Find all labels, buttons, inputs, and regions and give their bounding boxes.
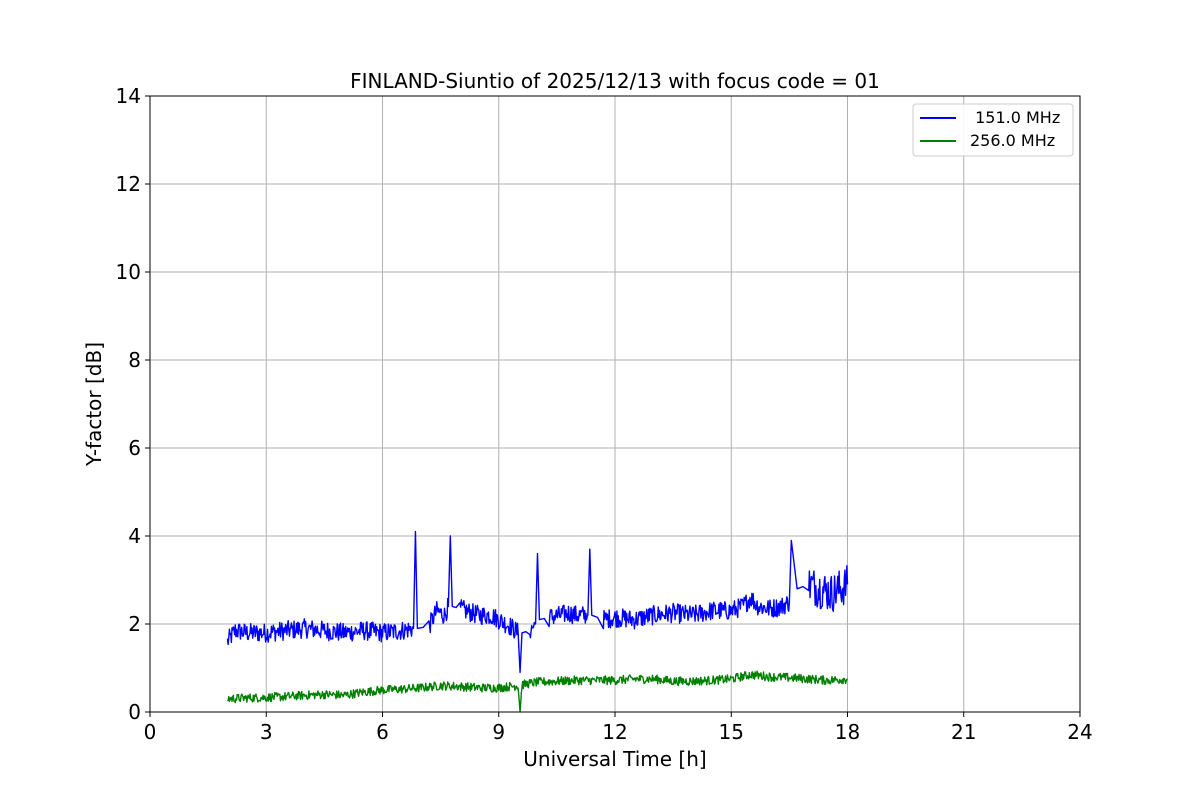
x-tick-label: 24 [1067,720,1092,744]
x-tick-label: 9 [492,720,505,744]
y-tick-label: 2 [128,612,141,636]
legend-label-151: 151.0 MHz [970,108,1060,127]
legend-label-256: 256.0 MHz [970,131,1055,150]
series-line-0 [226,530,849,674]
y-tick-label: 6 [128,436,141,460]
x-tick-label: 0 [144,720,157,744]
x-tick-label: 3 [260,720,273,744]
legend: 151.0 MHz 256.0 MHz [912,103,1074,157]
y-tick-label: 0 [128,700,141,724]
plot-layer [226,530,849,713]
y-tick-label: 4 [128,524,141,548]
y-tick-label: 12 [116,172,141,196]
x-tick-label: 21 [951,720,976,744]
chart-title: FINLAND-Siuntio of 2025/12/13 with focus… [350,69,880,93]
x-tick-label: 15 [719,720,744,744]
series-line-1 [226,670,848,713]
y-tick-label: 8 [128,348,141,372]
x-axis-label: Universal Time [h] [523,747,706,771]
y-axis-label: Y-factor [dB] [82,342,106,467]
x-tick-label: 6 [376,720,389,744]
y-tick-label: 14 [116,84,141,108]
x-tick-label: 18 [835,720,860,744]
y-tick-label: 10 [116,260,141,284]
x-tick-label: 12 [602,720,627,744]
